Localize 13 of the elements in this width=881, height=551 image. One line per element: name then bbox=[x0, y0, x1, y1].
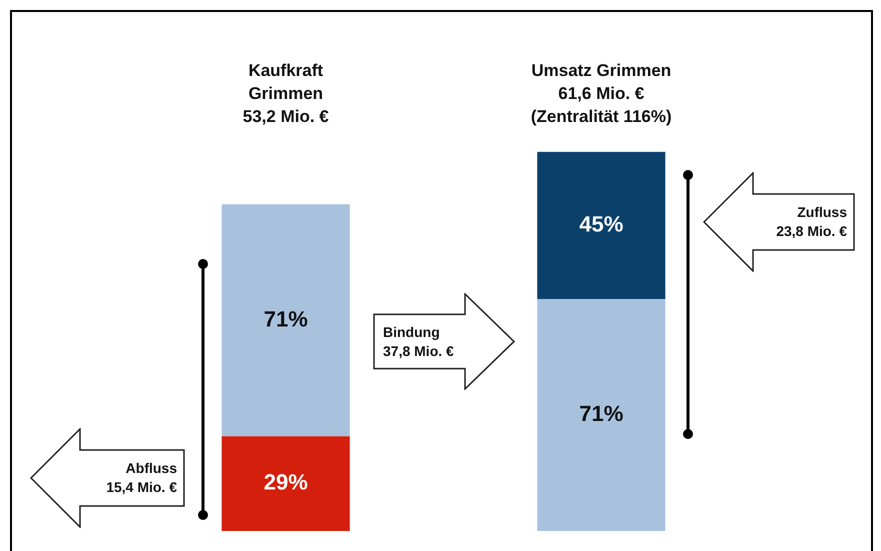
data-label: 71% bbox=[264, 306, 308, 332]
x-tick-label: Umsatz Grimmen 61,6 Mio. € (Zentralität 116%) bbox=[530, 61, 672, 126]
x-tick-label: Kaufkraft Grimmen 53,2 Mio. € bbox=[242, 61, 330, 126]
bar bbox=[222, 204, 350, 436]
bar bbox=[537, 152, 666, 299]
data-label: 29% bbox=[264, 470, 308, 495]
data-label: 71% bbox=[579, 401, 624, 426]
bar bbox=[537, 298, 666, 531]
annotation: Bindung 37,8 Mio. € bbox=[383, 322, 455, 360]
data-label: 45% bbox=[579, 212, 624, 237]
bar bbox=[222, 436, 350, 531]
annotation: Abfluss 15,4 Mio. € bbox=[105, 459, 177, 497]
text: Zufluss 23,8 Mio. € bbox=[775, 203, 847, 241]
